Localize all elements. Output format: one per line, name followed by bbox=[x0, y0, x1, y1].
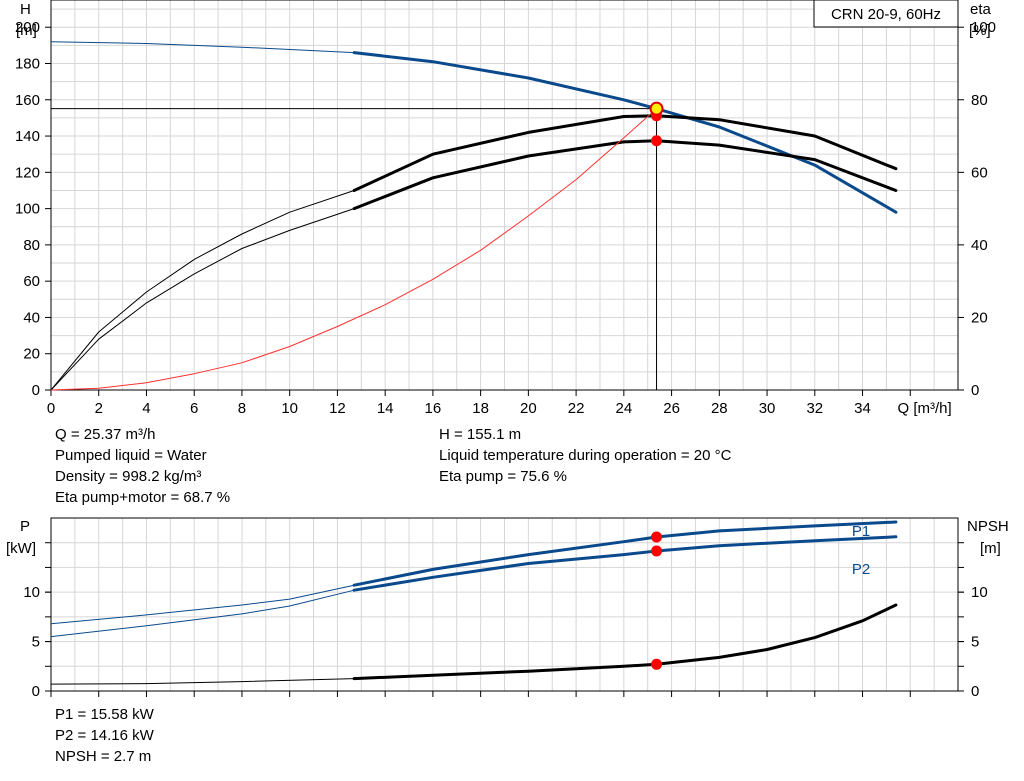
x-tick-label: 8 bbox=[238, 400, 246, 417]
eta-pump-motor-curve-thin-segment bbox=[50, 208, 355, 391]
y-tick-label: 140 bbox=[15, 128, 40, 145]
eta-pump-motor-point bbox=[651, 135, 663, 147]
x-tick-label: 6 bbox=[190, 400, 198, 417]
y-tick-label: 10 bbox=[23, 584, 40, 601]
x-tick-label: 32 bbox=[806, 400, 823, 417]
x-tick-label: 4 bbox=[142, 400, 150, 417]
duty-point bbox=[649, 101, 664, 116]
H-curve-line bbox=[352, 51, 898, 214]
x-tick-label: 28 bbox=[711, 400, 728, 417]
npsh-axis-unit: [m] bbox=[980, 540, 1001, 557]
info-h: H = 155.1 m bbox=[439, 426, 522, 443]
y-tick-label: 5 bbox=[32, 634, 40, 651]
y2-tick-label: 0 bbox=[971, 382, 979, 399]
y-tick-label: 180 bbox=[15, 55, 40, 72]
info-top-left: Q = 25.37 m³/h Pumped liquid = Water Den… bbox=[55, 424, 230, 508]
y-tick-label: 80 bbox=[23, 237, 40, 254]
y2-tick-label: 100 bbox=[971, 19, 996, 36]
x-tick-label: 2 bbox=[95, 400, 103, 417]
system-curve-curve-line bbox=[50, 108, 657, 391]
info-density: Density = 998.2 kg/m³ bbox=[55, 468, 202, 485]
p1-curve-line bbox=[352, 520, 898, 587]
chart-title: CRN 20-9, 60Hz bbox=[831, 6, 941, 23]
info-eta-pump: Eta pump = 75.6 % bbox=[439, 468, 567, 485]
x-tick-label: 30 bbox=[759, 400, 776, 417]
info-q: Q = 25.37 m³/h bbox=[55, 426, 156, 443]
y2-tick-label: 0 bbox=[971, 683, 979, 700]
p2-point bbox=[651, 545, 663, 557]
y2-tick-label: 5 bbox=[971, 634, 979, 651]
p-axis-label: P bbox=[20, 518, 30, 535]
y2-axis-unit: [%] bbox=[969, 22, 991, 39]
info-liquid: Pumped liquid = Water bbox=[55, 447, 207, 464]
p-axis-unit: [kW] bbox=[6, 540, 36, 557]
y2-tick-label: 20 bbox=[971, 309, 988, 326]
p1-series-label: P1 bbox=[852, 523, 870, 540]
y-tick-label: 0 bbox=[32, 683, 40, 700]
H-curve-thin-segment bbox=[50, 41, 355, 54]
x-tick-label: 26 bbox=[663, 400, 680, 417]
info-eta-pump-motor: Eta pump+motor = 68.7 % bbox=[55, 489, 231, 506]
info-npsh: NPSH = 2.7 m bbox=[55, 748, 152, 765]
eta-pump-curve-thin-segment bbox=[50, 190, 355, 391]
npsh-curve-line bbox=[352, 603, 898, 681]
x-tick-label: 14 bbox=[377, 400, 394, 417]
y-tick-label: 100 bbox=[15, 201, 40, 218]
plot-frame bbox=[50, 517, 959, 692]
info-top-right: H = 155.1 m Liquid temperature during op… bbox=[439, 424, 731, 487]
y-tick-label: 0 bbox=[32, 382, 40, 399]
x-tick-label: 16 bbox=[425, 400, 442, 417]
x-tick-label: 34 bbox=[854, 400, 871, 417]
p2-curve-line bbox=[352, 535, 898, 592]
info-p2: P2 = 14.16 kW bbox=[55, 727, 154, 744]
y2-tick-label: 60 bbox=[971, 164, 988, 181]
y2-axis-label: eta bbox=[970, 1, 992, 18]
y-axis-unit: [m] bbox=[16, 22, 37, 39]
p1-curve-thin-segment bbox=[50, 584, 355, 625]
p2-curve-thin-segment bbox=[50, 589, 355, 638]
y-tick-label: 60 bbox=[23, 273, 40, 290]
y2-tick-label: 10 bbox=[971, 584, 988, 601]
title-box bbox=[813, 0, 959, 28]
npsh-curve-thin-segment bbox=[50, 678, 355, 685]
x-tick-label: 22 bbox=[568, 400, 585, 417]
x-tick-label: 18 bbox=[472, 400, 489, 417]
x-tick-label: 0 bbox=[47, 400, 55, 417]
npsh-axis-label: NPSH bbox=[967, 518, 1009, 535]
x-axis-label: Q [m³/h] bbox=[897, 400, 951, 417]
y-tick-label: 20 bbox=[23, 346, 40, 363]
eta-pump-motor-curve-line bbox=[352, 139, 898, 211]
y-axis-label: H bbox=[20, 1, 31, 18]
npsh-point bbox=[651, 658, 663, 670]
x-tick-label: 24 bbox=[615, 400, 632, 417]
x-tick-label: 10 bbox=[281, 400, 298, 417]
y-tick-label: 120 bbox=[15, 164, 40, 181]
p1-point bbox=[651, 531, 663, 543]
y2-tick-label: 40 bbox=[971, 237, 988, 254]
x-tick-label: 20 bbox=[520, 400, 537, 417]
info-temperature: Liquid temperature during operation = 20… bbox=[439, 447, 732, 464]
plot-frame bbox=[50, 0, 959, 391]
y2-tick-label: 80 bbox=[971, 92, 988, 109]
y-tick-label: 160 bbox=[15, 92, 40, 109]
x-tick-label: 12 bbox=[329, 400, 346, 417]
p2-series-label: P2 bbox=[852, 561, 870, 578]
eta-pump-curve-line bbox=[352, 114, 898, 192]
y-tick-label: 40 bbox=[23, 309, 40, 326]
y-tick-label: 200 bbox=[15, 19, 40, 36]
info-bottom: P1 = 15.58 kW P2 = 14.16 kW NPSH = 2.7 m bbox=[55, 704, 154, 767]
info-p1: P1 = 15.58 kW bbox=[55, 706, 154, 723]
